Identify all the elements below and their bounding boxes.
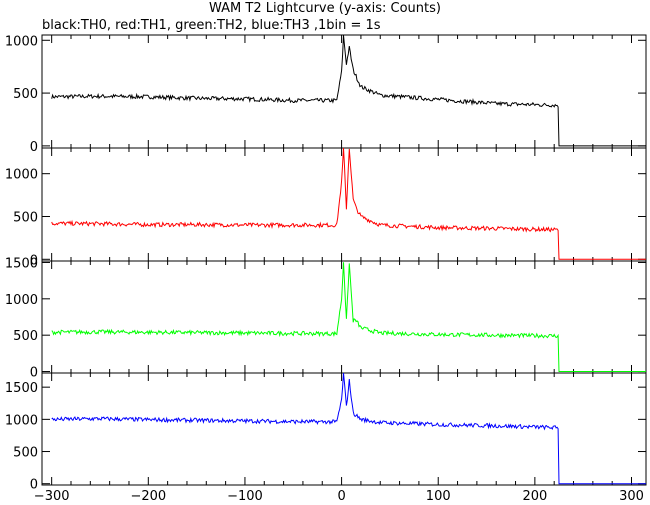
y-tick-label: 0 (30, 366, 38, 381)
y-tick-label: 0 (30, 140, 38, 155)
y-tick-label: 500 (13, 329, 38, 344)
x-tick-label: −200 (130, 489, 166, 504)
panel-frame-th3 (41, 372, 647, 486)
y-tick-label: 1000 (5, 413, 38, 428)
series-line-th1 (51, 147, 646, 260)
panel-frame-th0 (41, 34, 647, 149)
chart-subtitle: black:TH0, red:TH1, green:TH2, blue:TH3 … (42, 18, 381, 33)
y-tick-label: 1500 (5, 381, 38, 396)
x-tick-label: 200 (522, 489, 547, 504)
x-tick-label: −300 (34, 489, 70, 504)
chart-title: WAM T2 Lightcurve (y-axis: Counts) (209, 1, 441, 16)
y-tick-label: 1000 (5, 293, 38, 308)
y-tick-label: 1500 (5, 256, 38, 271)
x-tick-label: 300 (619, 489, 644, 504)
series-line-th3 (51, 372, 646, 485)
y-tick-label: 0 (30, 253, 38, 268)
y-tick-label: 1000 (5, 168, 38, 183)
y-tick-label: 0 (30, 478, 38, 493)
series-line-th2 (51, 262, 646, 372)
y-tick-label: 500 (13, 87, 38, 102)
y-tick-label: 1000 (5, 34, 38, 49)
series-line-th0 (51, 35, 646, 147)
x-tick-label: 100 (426, 489, 451, 504)
y-tick-label: 500 (13, 210, 38, 225)
x-tick-label: 0 (337, 489, 345, 504)
y-tick-label: 500 (13, 446, 38, 461)
x-tick-label: −100 (227, 489, 263, 504)
